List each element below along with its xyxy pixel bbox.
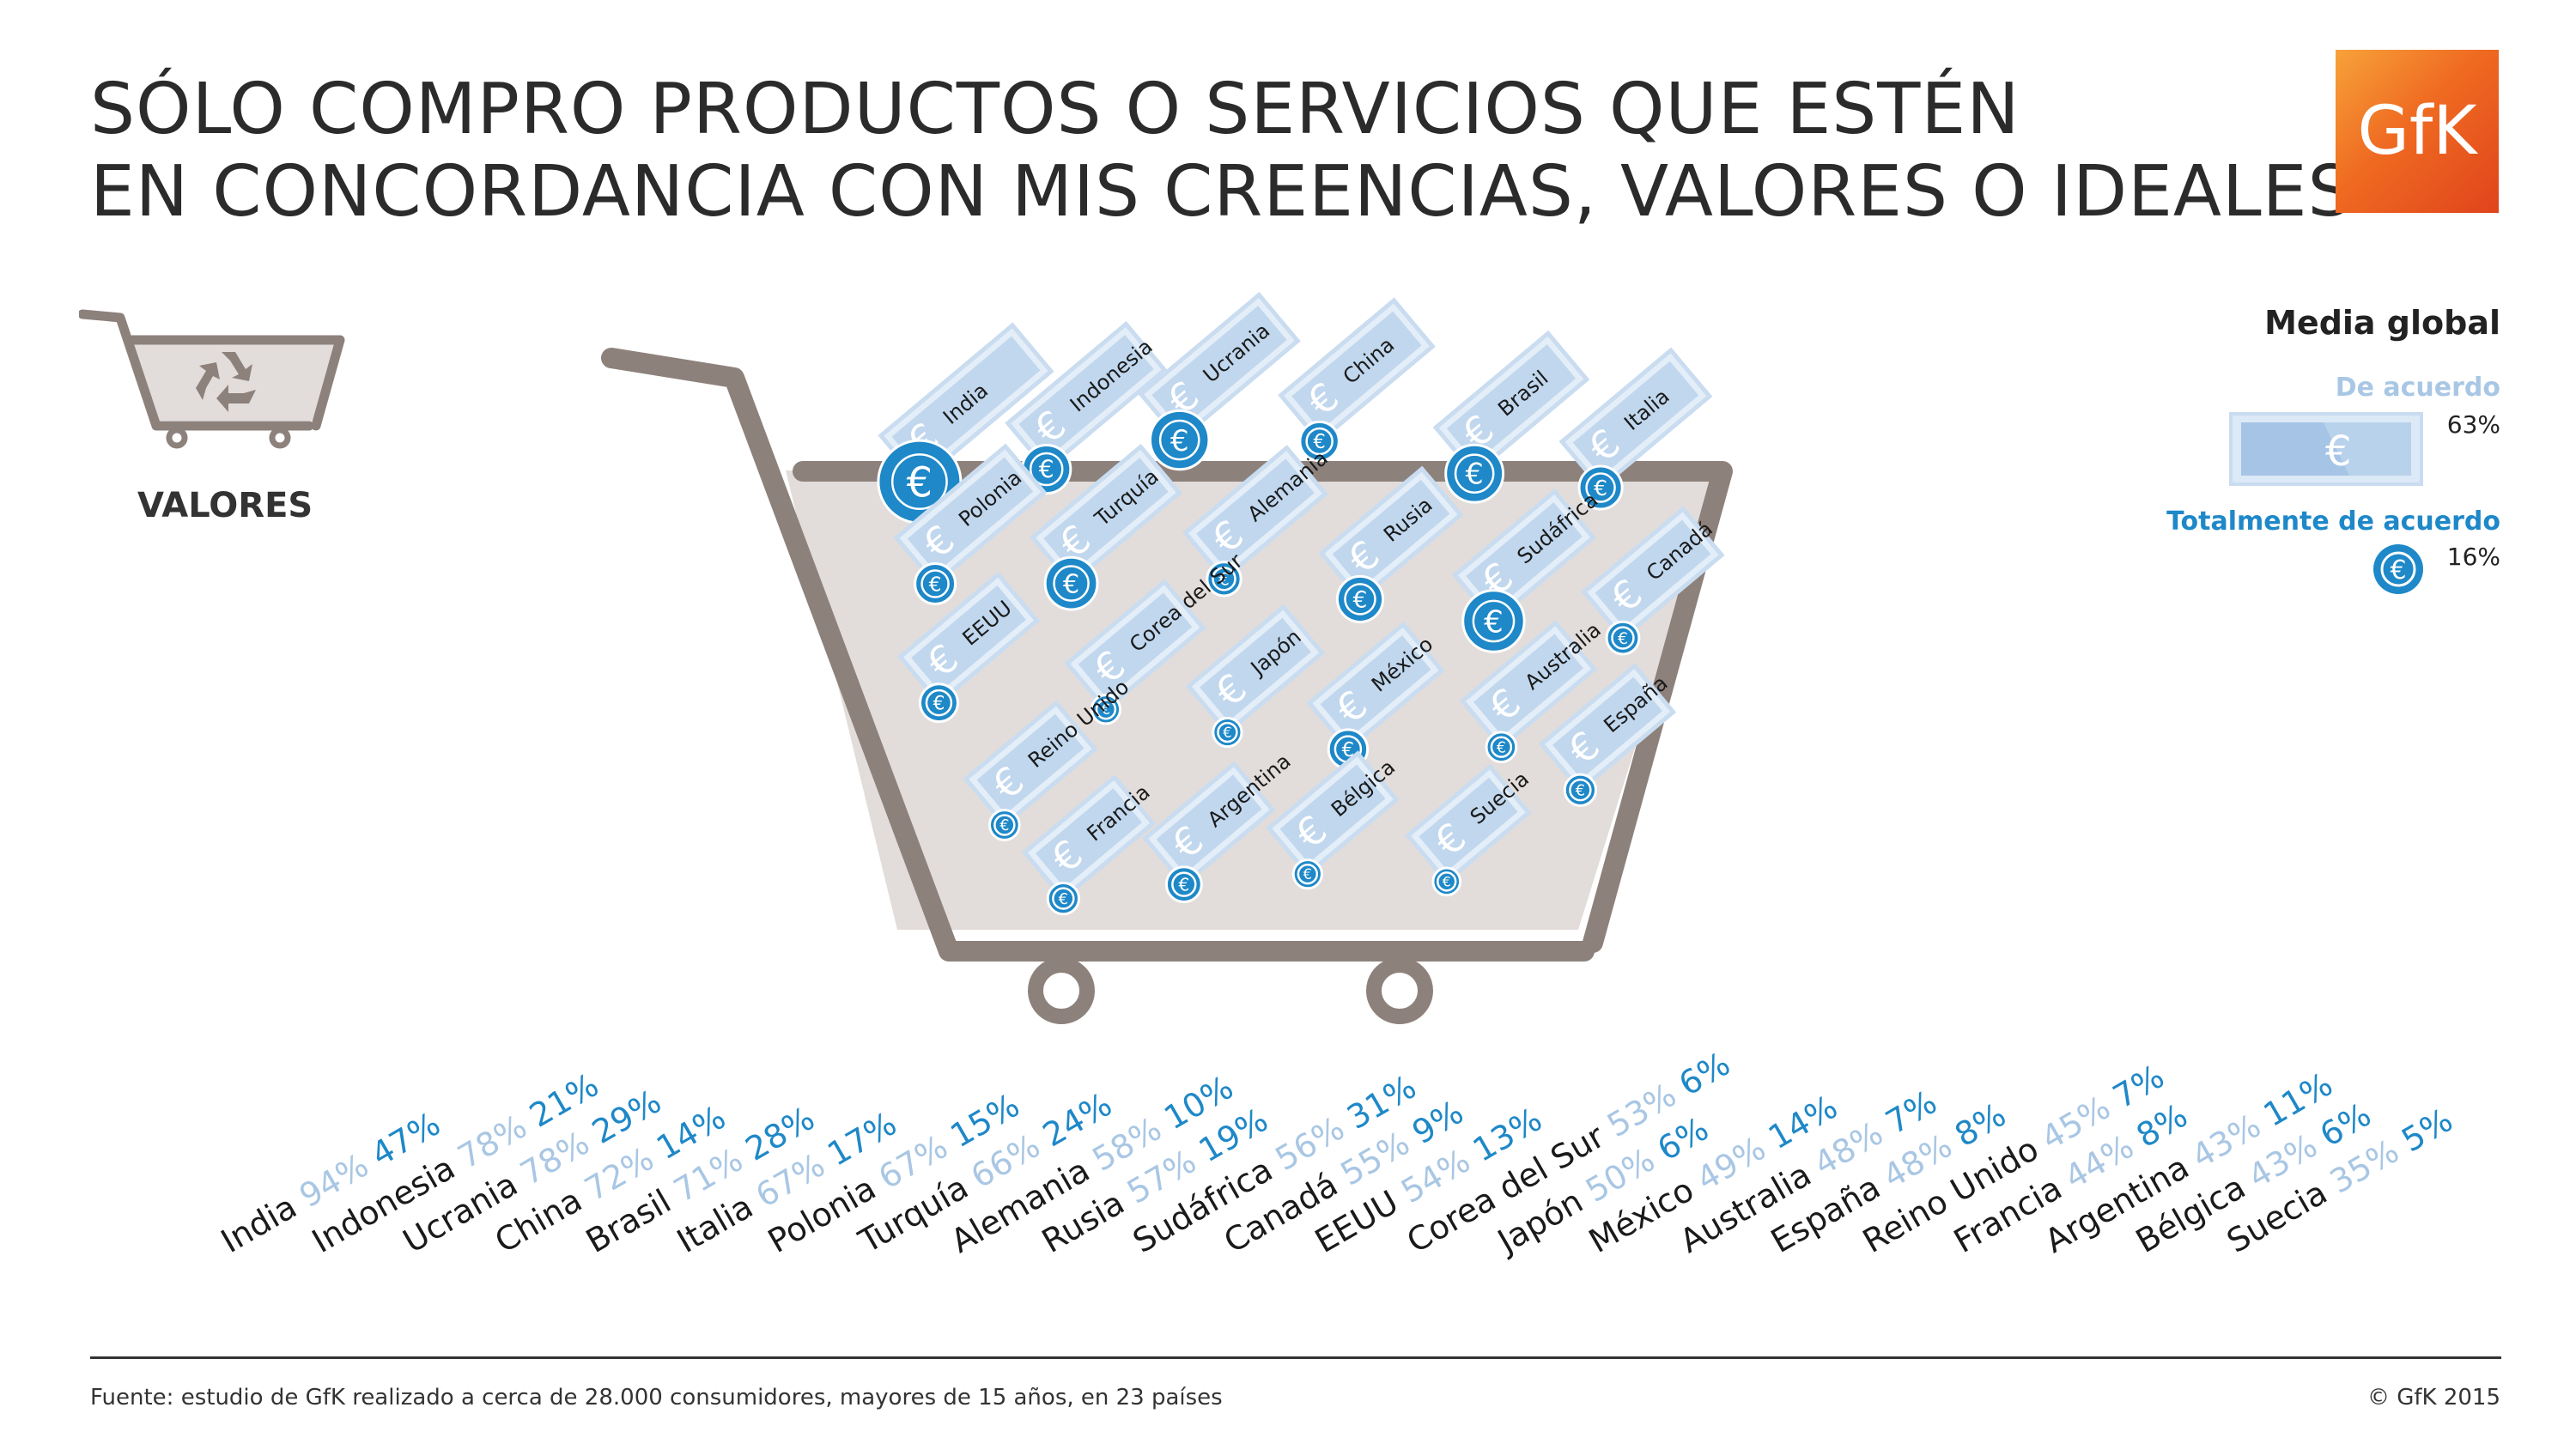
coin-japon: € [1212, 716, 1243, 749]
svg-text:€: € [1063, 570, 1079, 600]
gfk-logo: GfK [2336, 50, 2499, 213]
svg-text:€: € [1576, 782, 1586, 800]
bill-mexico: €México [1306, 621, 1445, 753]
svg-text:€: € [1497, 739, 1506, 756]
legend-strong-label: Totalmente de acuerdo [2166, 507, 2500, 537]
bill-francia: €Francia [1021, 774, 1157, 902]
legend-agree-value: 63% [2446, 410, 2500, 439]
svg-text:€: € [1170, 424, 1189, 458]
coin-sudafrica: € [1461, 589, 1526, 653]
bill-italia: €Italia [1558, 347, 1713, 491]
bill-suecia: €Suecia [1405, 763, 1534, 885]
svg-text:€: € [1443, 874, 1451, 890]
coin-china: € [1298, 420, 1340, 463]
title-line-2: EN CONCORDANCIA CON MIS CREENCIAS, VALOR… [90, 151, 2354, 233]
svg-text:€: € [1618, 629, 1628, 648]
svg-text:€: € [1594, 476, 1607, 501]
legend-strong-value: 16% [2446, 543, 2500, 571]
svg-text:€: € [1342, 739, 1354, 761]
svg-text:€: € [1059, 890, 1069, 908]
coin-ucrania: € [1149, 409, 1211, 471]
recycle-icon [196, 352, 256, 412]
coin-polonia: € [914, 562, 957, 606]
divider [90, 1356, 2501, 1359]
gfk-logo-text: GfK [2357, 93, 2477, 170]
bill-eeuu: €EEUU [896, 571, 1041, 707]
coin-canada: € [1605, 620, 1641, 656]
coin-rusia: € [1335, 574, 1385, 623]
bill-ucrania: €Ucrania [1138, 291, 1301, 444]
coin-eeuu: € [918, 683, 959, 724]
svg-text:€: € [1039, 456, 1054, 484]
svg-text:€: € [1218, 569, 1230, 589]
bill-japon: €Japón [1185, 604, 1326, 736]
coin-argentina: € [1164, 865, 1203, 904]
bill-brasil: €Brasil [1432, 330, 1590, 477]
bill-rusia: €Rusia [1318, 465, 1464, 603]
legend-title: Media global [2264, 304, 2500, 342]
bill-indonesia: €Indonesia [1005, 320, 1168, 473]
svg-text:€: € [1223, 725, 1232, 741]
svg-text:€: € [1313, 431, 1325, 453]
footer-copyright: © GfK 2015 [2366, 1385, 2500, 1411]
coin-corea-del-sur: € [1090, 694, 1122, 725]
svg-text:€: € [907, 458, 933, 507]
coin-reino-unido: € [987, 809, 1021, 841]
svg-text:€: € [1484, 604, 1504, 640]
shopping-cart-icon [79, 309, 345, 449]
coin-espana: € [1563, 773, 1598, 807]
coin-brasil: € [1444, 443, 1505, 504]
coin-italia: € [1577, 464, 1624, 511]
category-label: VALORES [137, 486, 313, 525]
svg-text:€: € [1102, 701, 1111, 718]
euro-bill-icon: € [2229, 412, 2423, 486]
bill-polonia: €Polonia [893, 443, 1048, 587]
coin-turquia: € [1043, 555, 1099, 611]
svg-text:€: € [1303, 866, 1313, 883]
svg-text:€: € [2325, 428, 2352, 476]
euro-coin-icon: € [2373, 544, 2423, 594]
page-title: SÓLO COMPRO PRODUCTOS O SERVICIOS QUE ES… [90, 69, 2354, 234]
svg-text:€: € [2390, 555, 2406, 585]
svg-text:€: € [999, 817, 1009, 834]
footer-source: Fuente: estudio de GfK realizado a cerca… [90, 1385, 1223, 1411]
svg-text:€: € [1465, 458, 1483, 491]
bill-belgica: €Bélgica [1266, 750, 1400, 877]
svg-text:€: € [1178, 875, 1189, 895]
coin-belgica: € [1291, 858, 1323, 890]
svg-text:€: € [933, 694, 945, 715]
bill-china: €China [1278, 297, 1436, 445]
coin-francia: € [1046, 881, 1080, 916]
svg-text:€: € [1353, 586, 1368, 613]
legend-agree-label: De acuerdo [2335, 373, 2500, 403]
title-line-1: SÓLO COMPRO PRODUCTOS O SERVICIOS QUE ES… [90, 69, 2020, 150]
coin-australia: € [1485, 731, 1518, 764]
svg-text:€: € [929, 572, 942, 596]
coin-suecia: € [1431, 866, 1462, 897]
coin-alemania: € [1206, 561, 1242, 598]
